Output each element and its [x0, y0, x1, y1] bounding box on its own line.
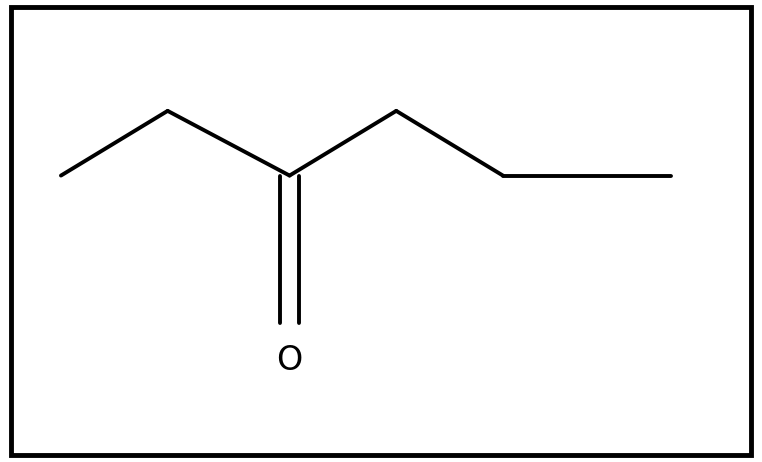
Text: O: O: [277, 344, 303, 377]
